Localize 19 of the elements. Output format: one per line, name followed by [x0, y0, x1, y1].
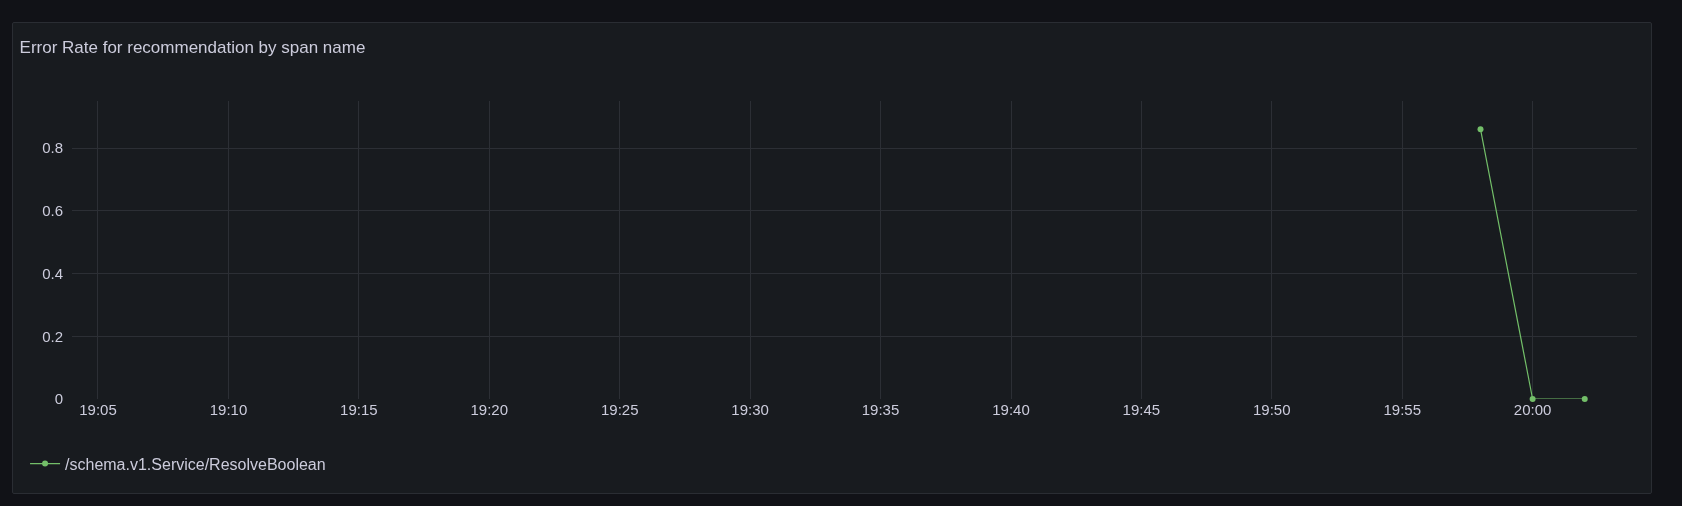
y-tick-label: 0.4: [42, 264, 63, 282]
x-tick-label: 19:40: [992, 401, 1030, 418]
x-tick-label: 19:25: [600, 401, 639, 418]
x-tick-label: 19:15: [340, 401, 378, 418]
x-tick-label: 19:45: [1122, 401, 1161, 418]
x-tick-label: 19:35: [861, 401, 900, 418]
y-tick-label: 0.6: [42, 202, 63, 220]
x-tick-label: 19:05: [79, 401, 117, 418]
x-tick-label: 19:30: [731, 401, 769, 418]
x-tick-label: 20:00: [1513, 401, 1552, 418]
y-tick-label: 0.8: [42, 139, 63, 157]
x-tick-label: 19:10: [209, 401, 248, 418]
x-tick-label: 19:55: [1383, 401, 1422, 418]
x-tick-label: 19:50: [1252, 401, 1291, 418]
y-tick-label: 0.2: [42, 327, 63, 345]
x-tick-label: 19:20: [470, 401, 508, 418]
legend-label: /schema.v1.Service/ResolveBoolean: [65, 455, 326, 473]
chart-title: Error Rate for recommendation by span name: [19, 38, 366, 58]
y-tick-label: 0: [54, 390, 63, 408]
